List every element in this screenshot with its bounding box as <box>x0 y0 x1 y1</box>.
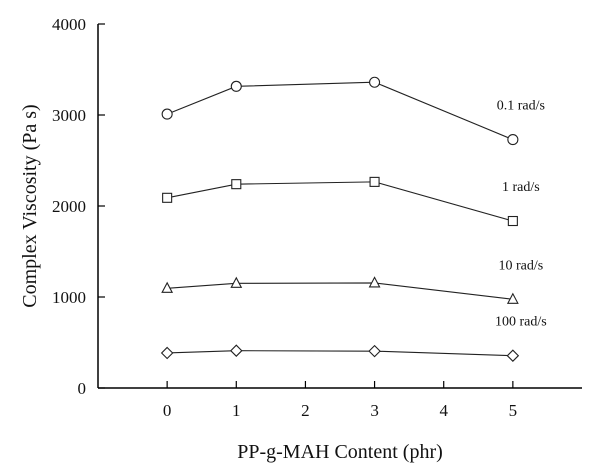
series-label: 0.1 rad/s <box>497 99 545 114</box>
series-line <box>167 350 513 357</box>
series-line <box>166 81 514 141</box>
x-tick-label: 0 <box>163 401 172 420</box>
series-diamond <box>160 344 520 362</box>
x-tick-label: 1 <box>232 401 241 420</box>
data-point-triangle <box>230 276 243 288</box>
y-tick-label: 2000 <box>52 197 86 216</box>
data-point-triangle <box>368 276 381 288</box>
y-tick-label: 0 <box>78 379 87 398</box>
series-line <box>167 282 513 300</box>
x-tick-label: 5 <box>509 401 518 420</box>
series-line <box>167 181 514 222</box>
data-point-circle <box>161 108 173 120</box>
data-point-circle <box>369 76 381 88</box>
data-point-square <box>162 192 173 203</box>
data-point-triangle <box>506 292 519 304</box>
series-square <box>162 176 518 227</box>
series-label: 1 rad/s <box>502 180 540 195</box>
data-point-diamond <box>506 349 520 362</box>
series-triangle <box>161 276 519 304</box>
series-layer <box>160 76 520 362</box>
series-label: 10 rad/s <box>498 258 543 273</box>
series-label: 100 rad/s <box>495 315 547 330</box>
series-labels: 0.1 rad/s 1 rad/s 10 rad/s 100 rad/s <box>495 99 547 330</box>
data-point-diamond <box>230 344 243 357</box>
x-tick-label: 3 <box>370 401 379 420</box>
y-tick-label: 4000 <box>52 15 86 34</box>
data-point-square <box>231 179 242 190</box>
data-point-diamond <box>368 344 381 358</box>
data-point-square <box>369 176 380 187</box>
x-tick-label: 2 <box>301 401 310 420</box>
y-tick-label: 3000 <box>52 106 86 125</box>
axes <box>97 24 582 389</box>
ticks: 0 1 2 3 4 5 0 1000 2000 3000 4000 <box>52 15 517 420</box>
y-axis-label: Complex Viscosity (Pa s) <box>19 104 41 307</box>
y-tick-label: 1000 <box>52 288 86 307</box>
series-circle <box>161 76 519 146</box>
data-point-circle <box>230 80 242 92</box>
data-point-circle <box>507 134 519 146</box>
x-tick-label: 4 <box>439 401 448 420</box>
data-point-square <box>507 215 518 227</box>
x-axis-label: PP-g-MAH Content (phr) <box>237 441 443 463</box>
data-point-diamond <box>160 346 174 360</box>
data-point-triangle <box>161 281 174 293</box>
